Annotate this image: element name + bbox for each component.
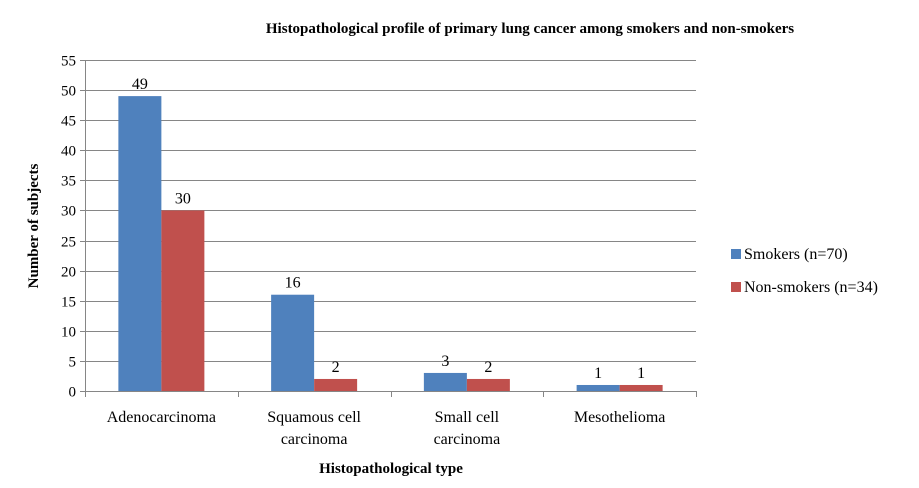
data-label: 1	[637, 365, 645, 382]
bar	[466, 378, 510, 391]
bar	[271, 294, 315, 391]
bar	[161, 210, 205, 391]
chart-title: Histopathological profile of primary lun…	[266, 21, 794, 37]
data-labels: 49 16 3 1 30 2 2 1	[132, 76, 645, 382]
y-tick-label: 5	[69, 355, 77, 371]
x-tick-label: carcinoma	[434, 431, 501, 448]
bar	[118, 96, 162, 391]
bar	[314, 378, 358, 391]
y-tick-label: 40	[61, 144, 76, 160]
y-tick-label: 55	[61, 54, 76, 70]
bars	[118, 96, 663, 391]
data-label: 30	[175, 190, 191, 207]
y-tick-label: 35	[61, 174, 76, 190]
bar	[423, 372, 467, 391]
x-tick-label: Small cell	[435, 409, 500, 426]
x-tick-label: Mesothelioma	[574, 409, 666, 426]
legend-swatch	[731, 282, 741, 292]
y-tick-label: 45	[61, 114, 76, 130]
data-label: 16	[285, 275, 301, 292]
x-tick-label: Squamous cell	[267, 409, 361, 426]
y-tick-label: 15	[61, 295, 76, 311]
y-tick-label: 50	[61, 84, 76, 100]
bar	[619, 384, 663, 391]
x-axis-title: Histopathological type	[319, 461, 463, 477]
data-label: 3	[441, 353, 449, 370]
y-axis-title: Number of subjects	[26, 163, 42, 288]
data-label: 2	[484, 359, 492, 376]
legend-label: Smokers (n=70)	[744, 246, 848, 263]
legend-label: Non-smokers (n=34)	[744, 279, 878, 296]
y-tick-label: 0	[69, 385, 77, 401]
legend: Smokers (n=70) Non-smokers (n=34)	[731, 246, 878, 296]
y-tick-label: 20	[61, 265, 76, 281]
x-tick-label: Adenocarcinoma	[107, 409, 216, 426]
y-tick-label: 30	[61, 204, 76, 220]
y-tick-label: 10	[61, 325, 76, 341]
bar	[576, 384, 620, 391]
legend-swatch	[731, 249, 741, 259]
y-tick-label: 25	[61, 235, 76, 251]
data-label: 2	[332, 359, 340, 376]
data-label: 49	[132, 76, 148, 93]
x-tick-label: carcinoma	[281, 431, 348, 448]
data-label: 1	[594, 365, 602, 382]
axes: 0 5 10 15 20 25 30 35 40 45 50 55 Adenocarcinoma Squa…	[61, 54, 697, 448]
